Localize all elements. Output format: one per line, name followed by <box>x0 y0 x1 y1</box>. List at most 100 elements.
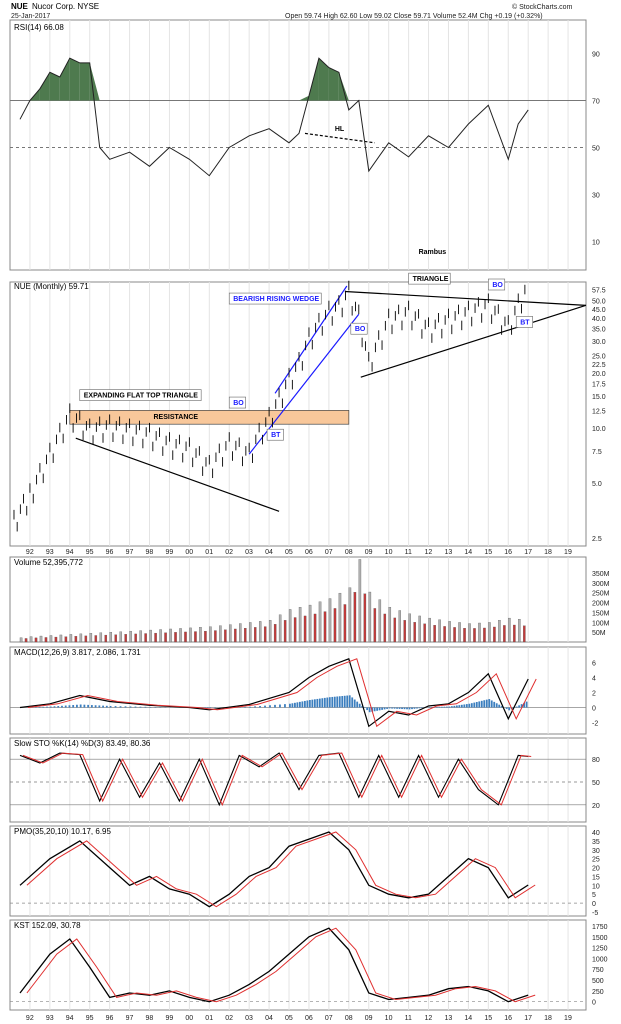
volume-bar <box>453 627 456 643</box>
macd-hist-bar <box>368 707 371 713</box>
price-x-tick: 08 <box>345 549 353 556</box>
volume-y-tick: 150M <box>592 610 610 617</box>
macd-hist-bar <box>448 706 451 708</box>
rsi-y-tick: 30 <box>592 193 600 200</box>
macd-hist-bar <box>450 706 453 708</box>
price-y-tick: 17.5 <box>592 382 606 389</box>
price-y-tick: 45.0 <box>592 307 606 314</box>
company-name: Nucor Corp. NYSE <box>32 2 99 11</box>
volume-bar <box>378 599 382 643</box>
macd-hist-bar <box>468 703 471 708</box>
symbol: NUE <box>11 2 29 11</box>
volume-bar <box>318 601 322 643</box>
price-x-tick: 92 <box>26 549 34 556</box>
volume-bar <box>473 628 476 643</box>
bottom-x-tick: 06 <box>305 1015 313 1022</box>
rsi-overbought-fill <box>79 62 90 101</box>
bt-label-2-box <box>515 316 533 328</box>
volume-bar <box>483 627 486 643</box>
rsi-y-tick: 10 <box>592 240 600 247</box>
volume-bar <box>79 633 83 643</box>
volume-bar <box>518 619 521 643</box>
hl-annotation: HL <box>335 126 345 133</box>
macd-hist-bar <box>79 704 82 708</box>
price-y-tick: 15.0 <box>592 394 606 401</box>
bearish-rising-wedge-label: BEARISH RISING WEDGE <box>233 296 319 303</box>
macd-hist-bar <box>366 707 369 711</box>
sto-y-tick: 50 <box>592 780 600 787</box>
price-x-tick: 17 <box>524 549 532 556</box>
volume-bar <box>423 623 426 643</box>
macd-hist-bar <box>57 706 60 708</box>
macd-hist-bar <box>408 707 411 710</box>
panel-frame-price <box>9 281 587 547</box>
wedge-upper-line <box>274 285 348 394</box>
volume-bar <box>254 627 257 643</box>
volume-bar <box>348 587 352 643</box>
volume-bar <box>139 630 142 643</box>
volume-bar <box>258 621 262 643</box>
rsi-overbought-fill <box>318 58 329 101</box>
macd-hist-bar <box>316 698 319 708</box>
macd-hist-bar <box>413 707 416 709</box>
bottom-x-tick: 99 <box>165 1015 173 1022</box>
macd-hist-bar <box>490 700 493 708</box>
price-x-tick: 07 <box>325 549 333 556</box>
bottom-x-tick: 93 <box>46 1015 54 1022</box>
macd-hist-bar <box>289 703 291 708</box>
macd-hist-bar <box>488 699 491 708</box>
rsi-overbought-fill <box>59 58 70 101</box>
price-y-tick: 10.0 <box>592 426 606 433</box>
volume-bar <box>403 620 406 643</box>
rsi-overbought-fill <box>39 72 50 101</box>
bottom-x-tick: 98 <box>146 1015 154 1022</box>
macd-hist-bar <box>523 702 526 708</box>
macd-hist-bar <box>403 707 406 710</box>
macd-hist-bar <box>356 701 359 708</box>
macd-hist-bar <box>333 696 336 708</box>
macd-hist-bar <box>38 706 41 708</box>
bottom-x-tick: 97 <box>126 1015 134 1022</box>
macd-hist-bar <box>441 706 443 708</box>
macd-line <box>19 658 529 728</box>
macd-hist-bar <box>376 707 379 711</box>
macd-hist-bar <box>455 705 458 708</box>
macd-hist-bar <box>436 706 438 708</box>
macd-hist-bar <box>465 704 468 708</box>
volume-bar <box>229 624 232 643</box>
volume-y-tick: 100M <box>592 620 610 627</box>
macd-hist-bar <box>313 699 316 708</box>
macd-hist-bar <box>294 702 296 708</box>
price-x-tick: 13 <box>444 549 452 556</box>
bottom-x-tick: 12 <box>425 1015 433 1022</box>
macd-hist-bar <box>396 707 398 709</box>
price-x-tick: 15 <box>484 549 492 556</box>
triangle-label: TRIANGLE <box>413 276 449 283</box>
price-y-tick: 25.0 <box>592 353 606 360</box>
panel-frame-kst <box>9 919 587 1011</box>
volume-bar <box>343 604 347 643</box>
volume-bar <box>268 620 272 643</box>
panel-frame-rsi <box>9 19 587 271</box>
volume-bar <box>29 636 33 643</box>
volume-bar <box>169 628 172 643</box>
macd-hist-bar <box>341 696 344 708</box>
macd-hist-bar <box>94 705 97 708</box>
macd-y-tick: 4 <box>592 676 596 683</box>
macd-hist-bar <box>351 697 354 708</box>
volume-bar <box>273 624 277 643</box>
rsi-y-tick: 90 <box>592 52 600 59</box>
macd-hist-bar <box>308 700 311 708</box>
macd-hist-bar <box>478 701 481 708</box>
bo-label-2-box <box>350 322 368 335</box>
volume-bar <box>204 630 207 643</box>
volume-y-tick: 50M <box>592 630 606 637</box>
macd-y-tick: 2 <box>592 691 596 698</box>
volume-bar <box>179 628 182 643</box>
volume-bar <box>353 592 357 643</box>
bt-label-1-box <box>266 428 284 441</box>
kst-y-tick: 500 <box>592 978 604 985</box>
rsi-overbought-fill <box>69 58 80 101</box>
volume-bar <box>194 631 197 643</box>
